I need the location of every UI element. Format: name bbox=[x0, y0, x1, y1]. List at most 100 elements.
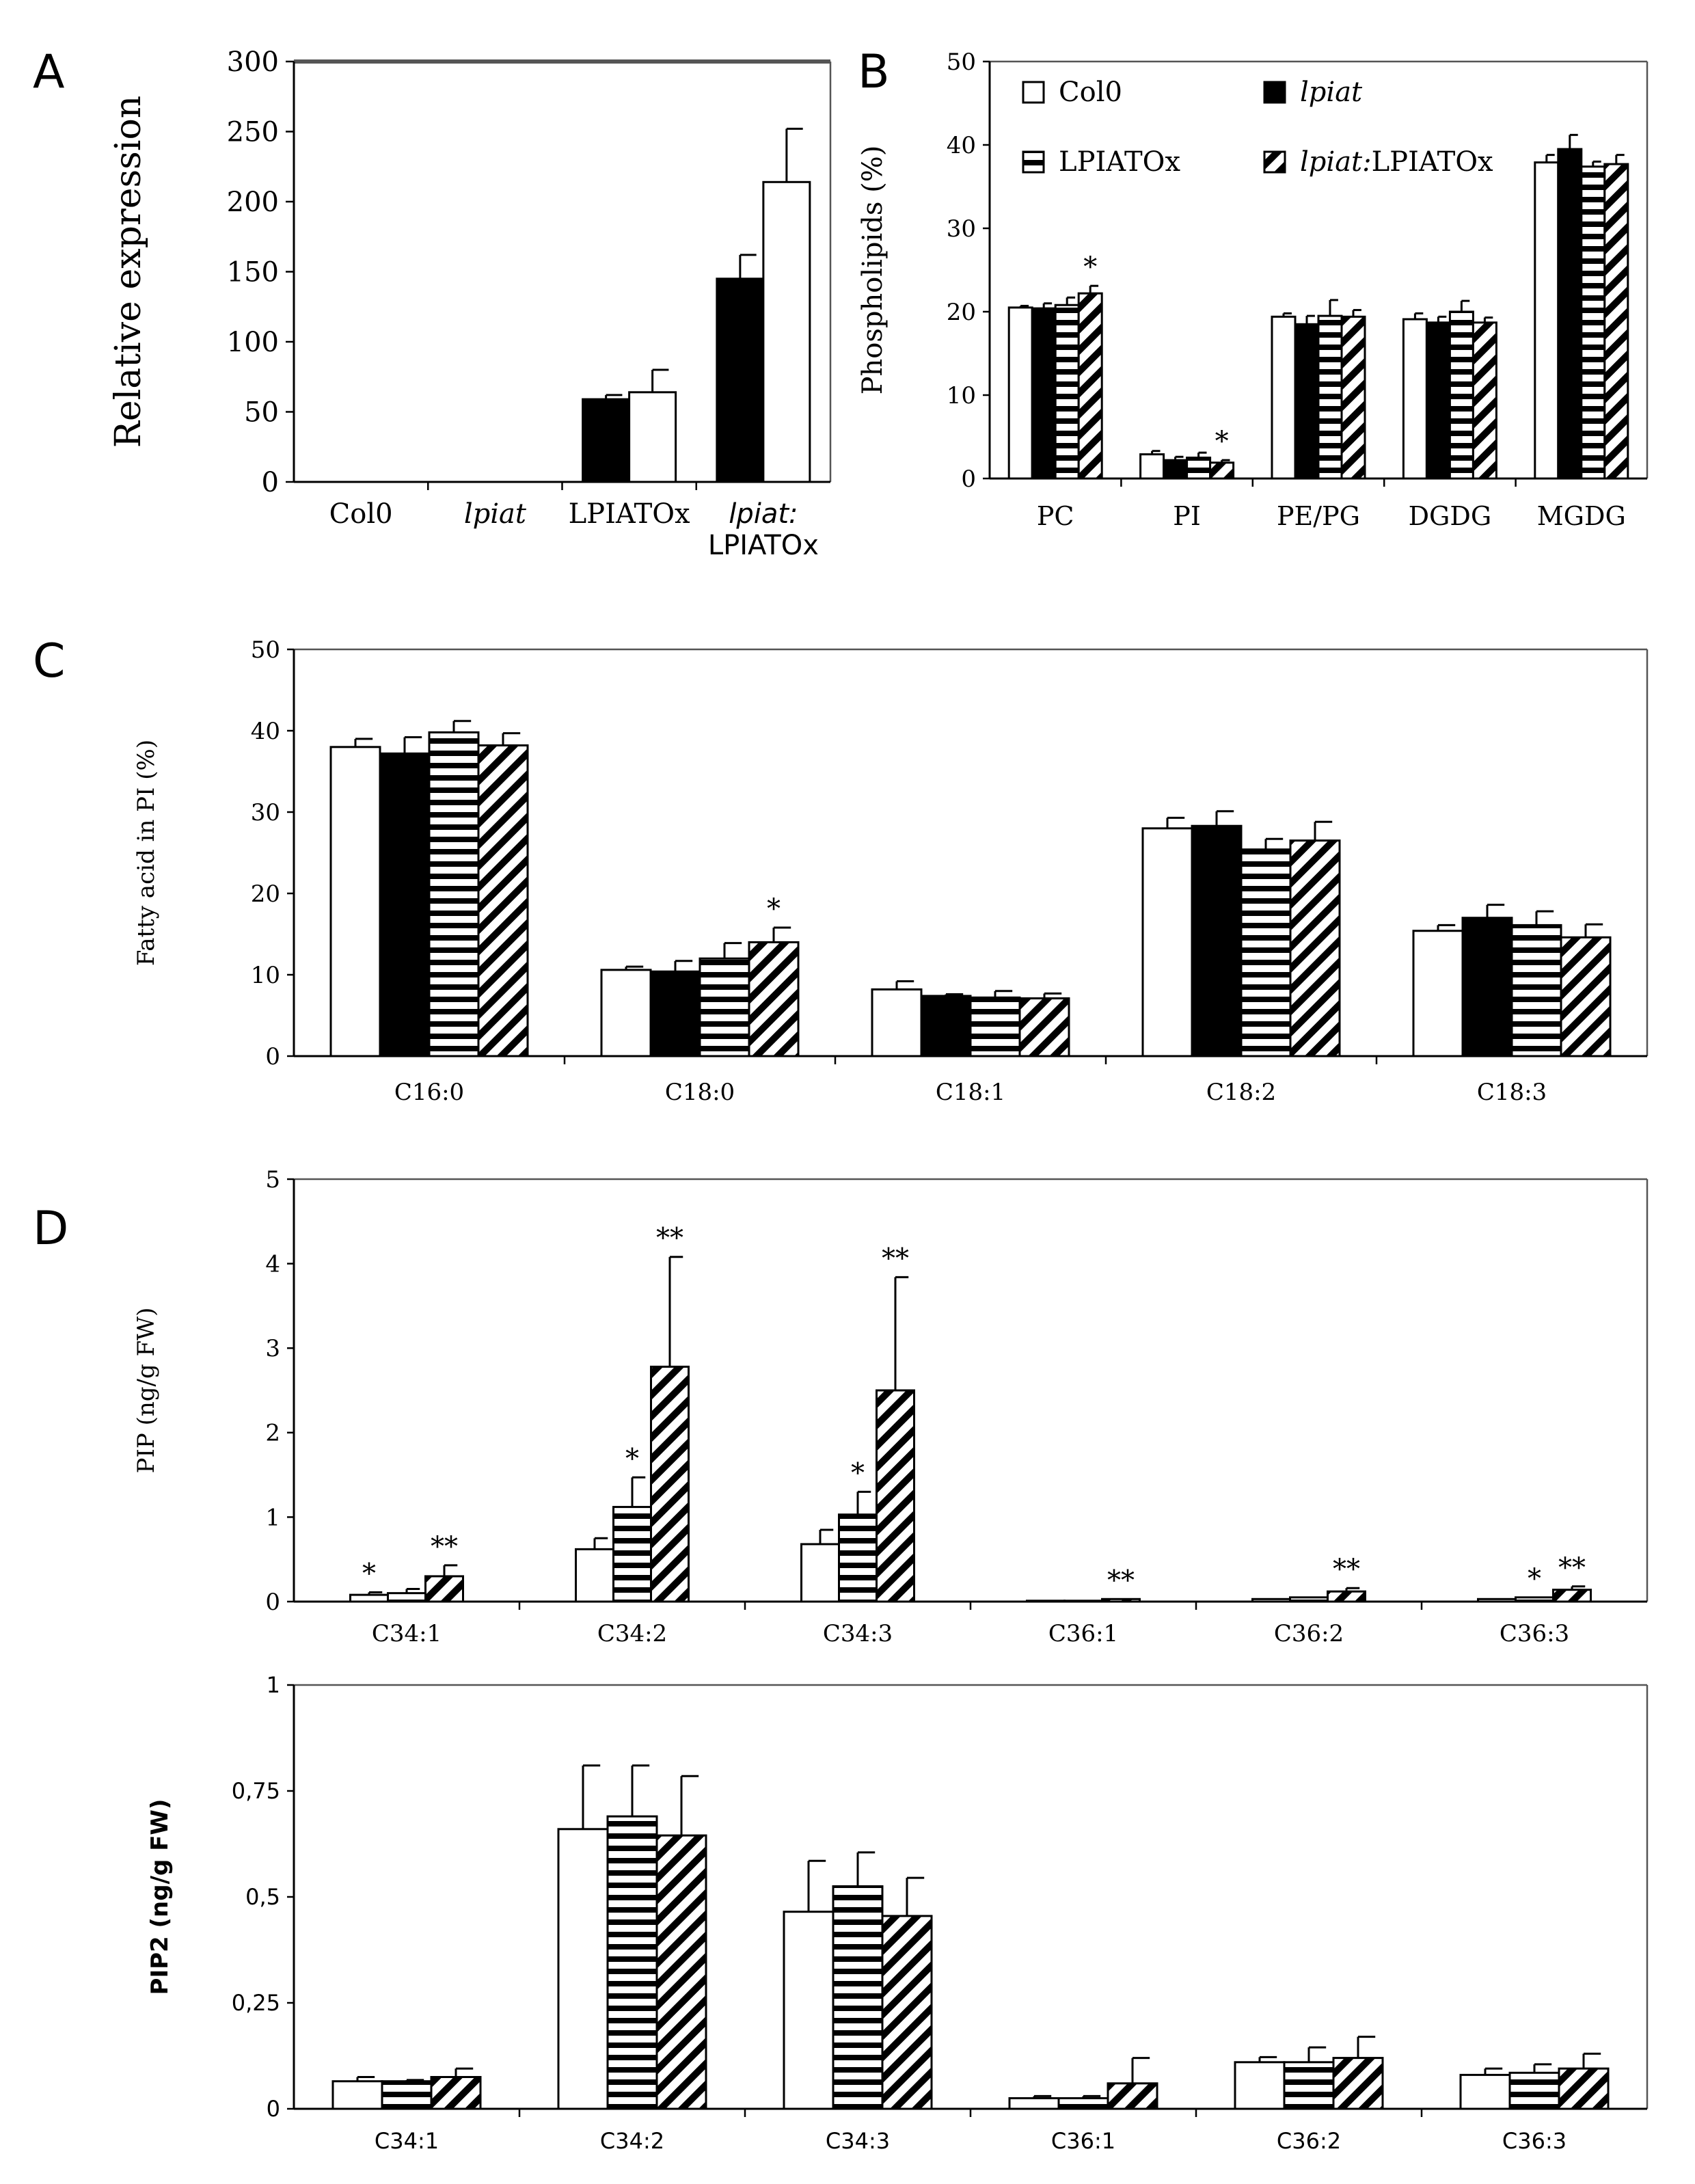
chart-c: 0 10 20 30 40 50 Fatty acid in PI (%) C16:0 C18:… bbox=[133, 636, 1649, 1106]
x-tick-label: C34:1 bbox=[372, 1620, 442, 1647]
x-tick-label: C36:1 bbox=[1048, 1620, 1118, 1647]
y-tick-label: 0,75 bbox=[232, 1778, 280, 1804]
y-tick-label: 30 bbox=[947, 215, 976, 243]
x-tick-label: PI bbox=[1173, 501, 1201, 531]
x-tick-label: C34:3 bbox=[823, 1620, 893, 1647]
bar bbox=[1026, 1600, 1066, 1603]
bar bbox=[1007, 306, 1033, 480]
x-tick-label: C34:3 bbox=[826, 2128, 890, 2154]
legend-swatch bbox=[1263, 150, 1286, 174]
bar bbox=[871, 988, 923, 1057]
bar bbox=[1234, 2061, 1286, 2110]
bar bbox=[1289, 1596, 1329, 1603]
bar bbox=[1327, 1590, 1366, 1603]
bar bbox=[838, 1513, 878, 1603]
bar bbox=[379, 752, 431, 1057]
bar bbox=[428, 731, 480, 1057]
x-tick-label: C34:2 bbox=[600, 2128, 664, 2154]
y-tick-label: 10 bbox=[947, 382, 976, 409]
bar bbox=[1077, 292, 1103, 480]
significance-marker: ** bbox=[656, 1223, 683, 1254]
bar bbox=[381, 2080, 433, 2110]
bar bbox=[1139, 453, 1165, 480]
bar bbox=[329, 746, 381, 1057]
x-tick-label: PC bbox=[1037, 501, 1074, 531]
bar bbox=[1448, 310, 1474, 480]
y-tick-label: 100 bbox=[227, 327, 279, 358]
x-tick-label: C36:2 bbox=[1277, 2128, 1341, 2154]
x-tick-label: C18:1 bbox=[936, 1079, 1005, 1106]
bar bbox=[1340, 315, 1366, 480]
chart-d-pip2: 0 0,25 0,5 0,75 1 PIP2 (ng/g FW) C34:1 C34:2 C34… bbox=[146, 1672, 1649, 2154]
significance-marker: ** bbox=[1333, 1554, 1360, 1585]
panel-letter-b: B bbox=[858, 45, 890, 99]
y-tick-label: 250 bbox=[227, 117, 279, 148]
bar bbox=[1459, 2073, 1511, 2110]
y-tick-label: 20 bbox=[251, 880, 280, 908]
x-tick-label: C36:3 bbox=[1502, 2128, 1567, 2154]
bar bbox=[649, 970, 701, 1057]
panel-letter-d: D bbox=[33, 1202, 68, 1256]
bar bbox=[1412, 930, 1464, 1057]
significance-marker: * bbox=[851, 1457, 865, 1489]
x-tick-label: C34:2 bbox=[597, 1620, 667, 1647]
x-tick-label: C36:1 bbox=[1051, 2128, 1115, 2154]
significance-marker: * bbox=[1528, 1563, 1541, 1595]
bar bbox=[557, 1828, 609, 2110]
bar bbox=[969, 996, 1021, 1057]
y-tick-label: 1 bbox=[265, 1504, 280, 1531]
bar bbox=[331, 2080, 383, 2110]
bar bbox=[1031, 307, 1057, 480]
bar bbox=[1477, 1597, 1517, 1603]
y-tick-label: 300 bbox=[227, 46, 279, 78]
bar bbox=[1332, 2057, 1384, 2110]
significance-marker: * bbox=[767, 893, 781, 925]
x-tick-label: DGDG bbox=[1409, 501, 1492, 531]
bar bbox=[655, 1834, 707, 2110]
x-tick-label: MGDG bbox=[1537, 501, 1626, 531]
y-tick-label: 0 bbox=[262, 467, 279, 498]
y-tick-label: 40 bbox=[947, 132, 976, 159]
legend-label: lpiat bbox=[1300, 77, 1363, 108]
y-axis-label: Fatty acid in PI (%) bbox=[133, 740, 160, 966]
bar bbox=[1186, 457, 1212, 480]
legend-label: Col0 bbox=[1059, 77, 1122, 108]
bar bbox=[1101, 1597, 1141, 1603]
bar bbox=[1558, 2067, 1610, 2110]
bar bbox=[477, 744, 529, 1057]
y-tick-label: 150 bbox=[227, 257, 279, 288]
y-tick-label: 20 bbox=[947, 299, 976, 326]
bar bbox=[1508, 2071, 1560, 2110]
bar bbox=[1515, 1596, 1554, 1603]
y-axis-label: PIP (ng/g FW) bbox=[133, 1308, 160, 1474]
bar bbox=[1054, 304, 1080, 480]
x-tick-label: C36:2 bbox=[1274, 1620, 1344, 1647]
bar bbox=[1008, 2097, 1060, 2110]
bar bbox=[1283, 2061, 1335, 2110]
bar bbox=[1289, 839, 1341, 1057]
bar bbox=[1560, 936, 1612, 1057]
significance-marker: ** bbox=[431, 1531, 458, 1563]
y-tick-label: 0 bbox=[267, 2096, 280, 2122]
bar bbox=[1510, 924, 1562, 1057]
significance-marker: * bbox=[362, 1558, 376, 1589]
bar bbox=[762, 180, 811, 483]
chart-b: 0 10 20 30 40 50 Phospholipids (%) PC PI PE/PG DGD… bbox=[857, 49, 1649, 531]
y-tick-label: 5 bbox=[265, 1166, 280, 1194]
bar bbox=[1552, 1589, 1592, 1603]
y-tick-label: 50 bbox=[251, 636, 280, 664]
bar bbox=[920, 995, 972, 1057]
significance-marker: * bbox=[625, 1443, 639, 1474]
bar bbox=[716, 278, 765, 483]
bar bbox=[1018, 997, 1070, 1057]
y-tick-label: 3 bbox=[265, 1335, 280, 1362]
significance-marker: ** bbox=[1107, 1565, 1135, 1596]
y-tick-label: 200 bbox=[227, 187, 279, 218]
legend-swatch bbox=[1022, 150, 1045, 174]
y-tick-label: 0 bbox=[265, 1589, 280, 1616]
bar bbox=[699, 957, 750, 1057]
bar bbox=[606, 1815, 658, 2110]
bar bbox=[1191, 824, 1243, 1057]
bar bbox=[1317, 314, 1343, 480]
